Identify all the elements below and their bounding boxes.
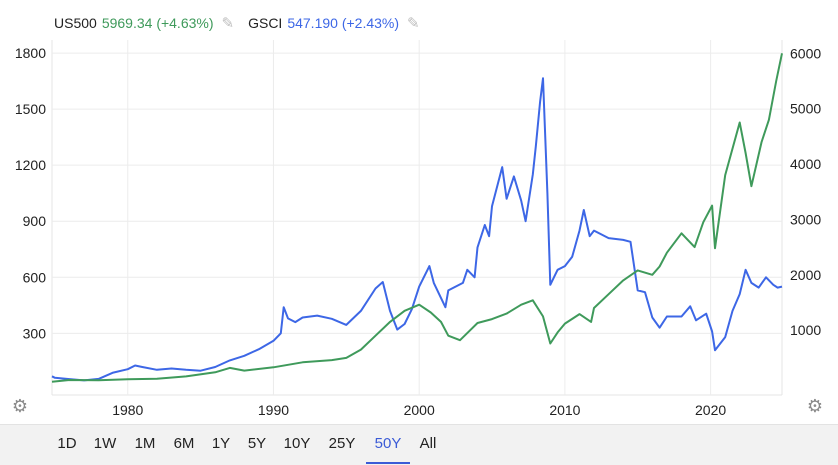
range-button-all[interactable]: All xyxy=(419,435,437,452)
x-tick-label: 2020 xyxy=(695,402,726,418)
y-axis-left: 300 600 900 1200 1500 1800 xyxy=(15,45,46,341)
range-button-6m[interactable]: 6M xyxy=(173,435,195,452)
x-tick-label: 1980 xyxy=(112,402,143,418)
series-lines xyxy=(51,53,783,383)
legend-series-gsci-value: 547.190 (+2.43%) xyxy=(287,15,400,31)
range-button-25y[interactable]: 25Y xyxy=(328,435,356,452)
range-button-1y[interactable]: 1Y xyxy=(211,435,231,452)
y-right-tick-label: 1000 xyxy=(790,322,821,338)
range-button-1m[interactable]: 1M xyxy=(134,435,156,452)
y-right-tick-label: 6000 xyxy=(790,45,821,61)
legend: US500 5969.34 (+4.63%) ✎ GSCI 547.190 (+… xyxy=(54,14,434,32)
grid xyxy=(51,40,783,396)
gear-icon[interactable]: ⚙ xyxy=(806,396,824,417)
y-left-tick-label: 1200 xyxy=(15,157,46,173)
y-axis-right: 1000 2000 3000 4000 5000 6000 xyxy=(790,45,821,338)
y-right-tick-label: 2000 xyxy=(790,267,821,283)
y-left-tick-label: 600 xyxy=(23,269,47,285)
range-button-1w[interactable]: 1W xyxy=(93,435,117,452)
range-button-50y[interactable]: 50Y xyxy=(366,425,410,464)
pencil-icon[interactable]: ✎ xyxy=(407,15,420,32)
x-tick-label: 2000 xyxy=(404,402,435,418)
range-button-5y[interactable]: 5Y xyxy=(247,435,267,452)
y-right-tick-label: 5000 xyxy=(790,101,821,117)
x-tick-label: 1990 xyxy=(258,402,289,418)
series-line-gsci xyxy=(51,77,783,382)
chart: 1980 1990 2000 2010 2020 300 600 900 1200 1500 18… xyxy=(15,40,821,418)
range-button-1d[interactable]: 1D xyxy=(57,435,77,452)
y-right-tick-label: 4000 xyxy=(790,156,821,172)
pencil-icon[interactable]: ✎ xyxy=(221,15,235,32)
y-left-tick-label: 1800 xyxy=(15,45,46,61)
gear-icon[interactable]: ⚙ xyxy=(11,396,29,417)
range-button-10y[interactable]: 10Y xyxy=(283,435,311,452)
y-right-tick-label: 3000 xyxy=(790,211,821,227)
y-left-tick-label: 900 xyxy=(23,213,47,229)
time-range-toolbar: 1D 1W 1M 6M 1Y 5Y 10Y 25Y 50Y All xyxy=(0,424,838,465)
x-tick-label: 2010 xyxy=(549,402,580,418)
y-left-tick-label: 300 xyxy=(23,325,47,341)
legend-series-us500-name: US500 xyxy=(54,15,97,31)
legend-series-gsci-name: GSCI xyxy=(248,15,283,31)
y-left-tick-label: 1500 xyxy=(15,101,46,117)
series-line-us500 xyxy=(51,53,783,383)
x-axis: 1980 1990 2000 2010 2020 xyxy=(112,402,726,418)
legend-series-us500-value: 5969.34 (+4.63%) xyxy=(101,15,214,31)
